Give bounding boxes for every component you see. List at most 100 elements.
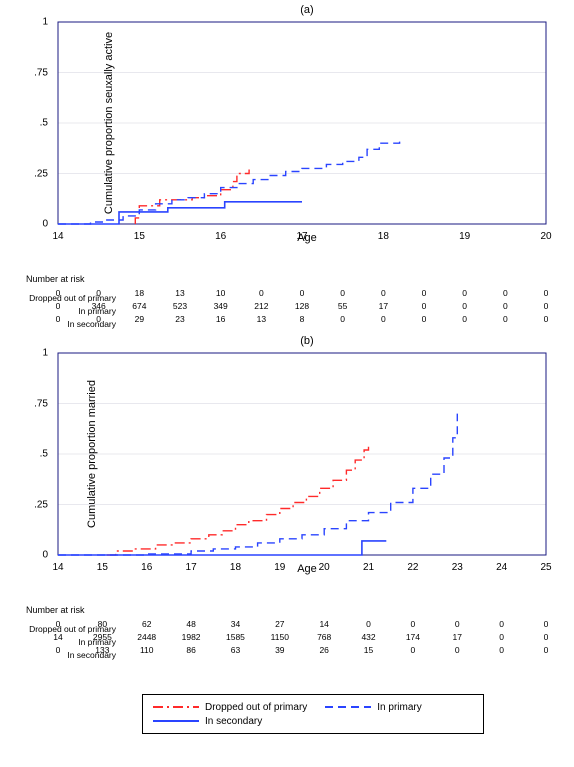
risk-row: In primary034667452334921212855170000	[12, 301, 562, 314]
legend-item: In primary	[325, 701, 421, 713]
panel-a-xlabel: Age	[12, 232, 562, 244]
figure-page: (a) Cumulative proportion seuxally activ…	[0, 0, 574, 767]
risk-row: In primary142955244819821585115076843217…	[12, 632, 562, 645]
risk-cell: 212	[246, 301, 276, 311]
y-tick: .75	[22, 67, 48, 78]
legend-swatch	[325, 701, 371, 713]
y-tick: .25	[22, 168, 48, 179]
risk-cell: 0	[531, 301, 561, 311]
panel-b-title: (b)	[12, 335, 562, 347]
risk-cell: 432	[354, 632, 384, 642]
risk-cell: 0	[43, 619, 73, 629]
risk-cell: 26	[309, 645, 339, 655]
x-tick: 22	[407, 562, 418, 573]
x-tick: 25	[540, 562, 551, 573]
risk-cell: 0	[450, 314, 480, 324]
risk-cell: 14	[309, 619, 339, 629]
risk-cell: 0	[368, 314, 398, 324]
legend-label: In primary	[377, 702, 421, 713]
risk-table-title: Number at risk	[26, 274, 562, 284]
risk-cell: 174	[398, 632, 428, 642]
risk-cell: 674	[124, 301, 154, 311]
risk-cell: 0	[246, 288, 276, 298]
risk-cell: 0	[487, 645, 517, 655]
risk-cell: 0	[43, 645, 73, 655]
risk-cell: 0	[450, 288, 480, 298]
risk-cell: 0	[487, 619, 517, 629]
panel-b: (b) Cumulative proportion married 0.25.5…	[12, 335, 562, 685]
risk-cell: 27	[265, 619, 295, 629]
panel-b-ylabel: Cumulative proportion married	[86, 380, 98, 528]
legend-label: In secondary	[205, 716, 262, 727]
risk-cell: 63	[220, 645, 250, 655]
risk-cell: 133	[87, 645, 117, 655]
risk-cell: 48	[176, 619, 206, 629]
risk-cell: 0	[328, 314, 358, 324]
risk-cell: 0	[43, 301, 73, 311]
risk-cell: 0	[487, 632, 517, 642]
y-tick: 0	[22, 219, 48, 230]
risk-cell: 29	[124, 314, 154, 324]
risk-cell: 0	[398, 645, 428, 655]
panel-b-risk-table: Number at risk Dropped out of primary080…	[12, 605, 562, 658]
x-tick: 19	[274, 562, 285, 573]
legend-item: In secondary	[153, 715, 262, 727]
risk-cell: 23	[165, 314, 195, 324]
series-dropped	[135, 170, 249, 225]
y-tick: .75	[22, 398, 48, 409]
risk-cell: 0	[43, 314, 73, 324]
series-dropped	[107, 444, 369, 555]
risk-cell: 0	[531, 314, 561, 324]
legend-swatch	[153, 715, 199, 727]
series-in_primary	[58, 414, 457, 555]
risk-cell: 0	[490, 301, 520, 311]
risk-cell: 13	[165, 288, 195, 298]
risk-cell: 17	[368, 301, 398, 311]
risk-cell: 0	[354, 619, 384, 629]
x-tick: 20	[319, 562, 330, 573]
risk-cell: 0	[531, 619, 561, 629]
risk-cell: 0	[398, 619, 428, 629]
risk-cell: 13	[246, 314, 276, 324]
x-tick: 14	[52, 562, 63, 573]
x-tick: 17	[296, 231, 307, 242]
risk-cell: 80	[87, 619, 117, 629]
x-tick: 17	[186, 562, 197, 573]
risk-cell: 0	[531, 645, 561, 655]
series-in_secondary	[58, 541, 386, 555]
risk-row: In secondary013311086633926150000	[12, 645, 562, 658]
risk-cell: 0	[287, 288, 317, 298]
panel-a-ylabel: Cumulative proportion seuxally active	[103, 32, 115, 214]
risk-cell: 0	[442, 619, 472, 629]
y-tick: 0	[22, 550, 48, 561]
panel-a: (a) Cumulative proportion seuxally activ…	[12, 4, 562, 329]
panel-a-risk-table: Number at risk Dropped out of primary001…	[12, 274, 562, 327]
risk-cell: 0	[84, 288, 114, 298]
risk-cell: 0	[490, 288, 520, 298]
risk-cell: 1585	[220, 632, 250, 642]
panel-b-plot: Cumulative proportion married 0.25.5.751…	[52, 349, 552, 559]
x-tick: 21	[363, 562, 374, 573]
x-tick: 19	[459, 231, 470, 242]
risk-cell: 0	[409, 288, 439, 298]
y-tick: .5	[22, 449, 48, 460]
risk-cell: 62	[132, 619, 162, 629]
risk-cell: 128	[287, 301, 317, 311]
risk-cell: 0	[531, 632, 561, 642]
risk-cell: 0	[84, 314, 114, 324]
risk-cell: 0	[490, 314, 520, 324]
x-tick: 14	[52, 231, 63, 242]
risk-table-title: Number at risk	[26, 605, 562, 615]
x-tick: 16	[141, 562, 152, 573]
x-tick: 16	[215, 231, 226, 242]
risk-cell: 0	[450, 301, 480, 311]
y-tick: .5	[22, 118, 48, 129]
x-tick: 23	[452, 562, 463, 573]
x-tick: 15	[97, 562, 108, 573]
series-in_secondary	[58, 202, 302, 224]
risk-cell: 1982	[176, 632, 206, 642]
risk-cell: 0	[43, 288, 73, 298]
y-tick: 1	[22, 348, 48, 359]
y-tick: 1	[22, 17, 48, 28]
risk-cell: 346	[84, 301, 114, 311]
